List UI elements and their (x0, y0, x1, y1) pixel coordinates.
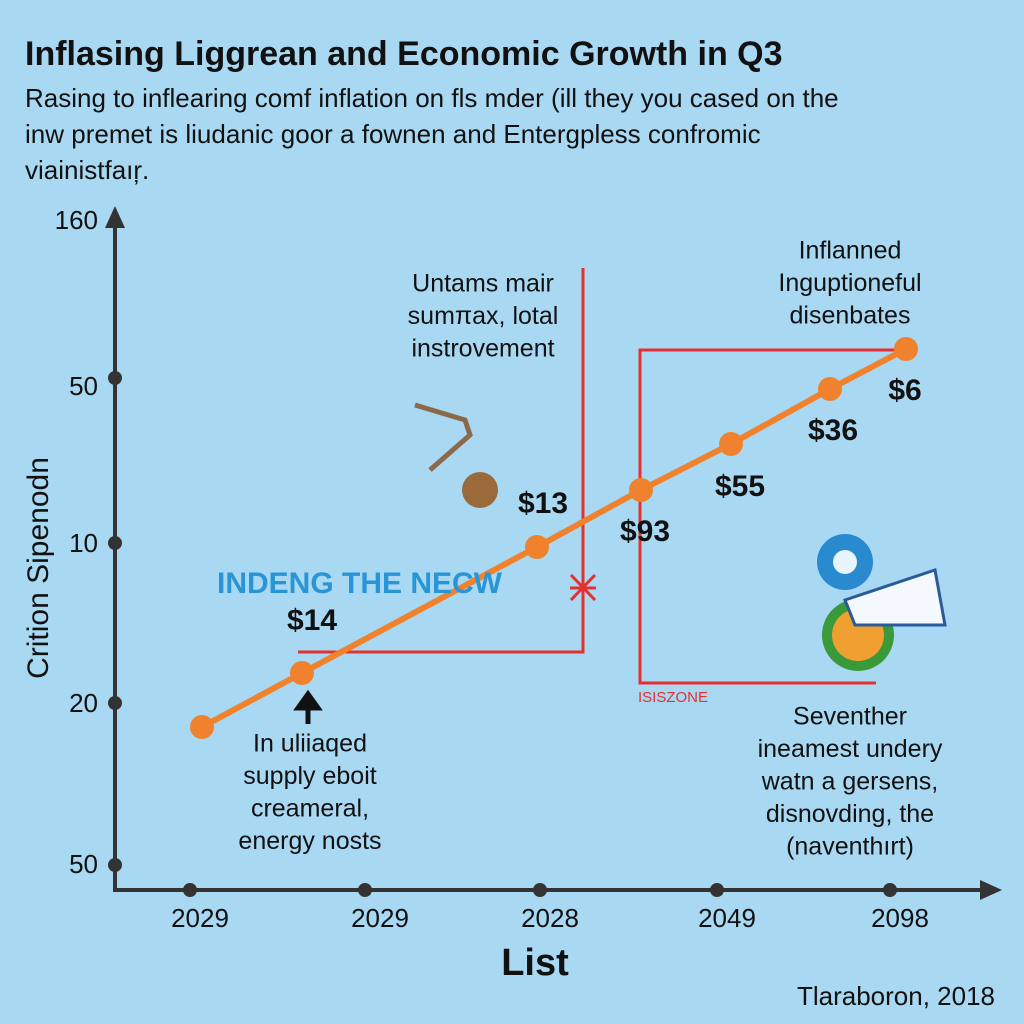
point (894, 337, 918, 361)
y-tick-dot (108, 371, 122, 385)
note-line: Seventher (793, 703, 907, 731)
y-tick-label: 20 (69, 688, 98, 718)
x-tick-dot (358, 883, 372, 897)
x-axis-label: List (501, 942, 569, 984)
subtitle-line: inw premet is liudanic goor a fownen and… (25, 119, 761, 149)
price-label: $55 (715, 470, 765, 503)
subtitle-line: viainistfaıŗ. (25, 155, 149, 185)
note-line: sumπax, lotal (408, 302, 559, 330)
x-tick-label: 2029 (171, 903, 229, 933)
point (190, 715, 214, 739)
icon-part (462, 472, 498, 508)
price-label: $93 (620, 515, 670, 548)
note-line: disenbates (790, 302, 911, 330)
price-label: $14 (287, 604, 337, 637)
note-line: disnovding, the (766, 800, 934, 828)
credit: Tlaraboron, 2018 (797, 981, 995, 1011)
note-line: creameral, (251, 795, 369, 823)
guide-mark (569, 573, 597, 602)
icon-part (414, 402, 473, 472)
icon-part (843, 568, 947, 627)
x-arrow (980, 880, 1002, 900)
zone-label: ISISZONE (638, 689, 708, 706)
subtitle-line: Rasing to inflearing comf inflation on f… (25, 83, 839, 113)
y-arrow (105, 206, 125, 228)
price-label: $13 (518, 487, 568, 520)
point (290, 661, 314, 685)
note-line: In uliiaqed (253, 730, 367, 758)
x-tick-dot (883, 883, 897, 897)
y-tick-label: 10 (69, 528, 98, 558)
price-label: $6 (888, 374, 921, 407)
x-tick-label: 2029 (351, 903, 409, 933)
y-tick-label: 50 (69, 371, 98, 401)
price-label: $36 (808, 414, 858, 447)
note-line: ineamest undery (758, 735, 943, 763)
y-tick-label: 160 (55, 205, 98, 235)
note-line: Untams mair (412, 270, 554, 298)
note-line: supply eboit (243, 762, 376, 790)
note-line: Inflanned (799, 237, 902, 265)
red-guides (298, 268, 905, 685)
note-line: watn a gersens, (761, 768, 939, 796)
note-line: (naventhırt) (786, 833, 914, 861)
title: Inflasing Liggrean and Economic Growth i… (25, 35, 783, 73)
guide-line (638, 348, 905, 685)
x-tick-dot (710, 883, 724, 897)
y-tick-dot (108, 696, 122, 710)
note-line: instrovement (411, 335, 554, 363)
x-tick-label: 2098 (871, 903, 929, 933)
x-tick-label: 2028 (521, 903, 579, 933)
money-icon (414, 402, 498, 508)
point (629, 478, 653, 502)
x-tick-label: 2049 (698, 903, 756, 933)
y-tick-dot (108, 858, 122, 872)
guide-line (298, 268, 585, 654)
x-tick-dot (183, 883, 197, 897)
note-line: Inguptioneful (778, 269, 921, 297)
y-tick-dot (108, 536, 122, 550)
trend-points (190, 337, 918, 739)
y-axis-label: Crition Sipenodn (22, 457, 55, 679)
x-tick-dot (533, 883, 547, 897)
y-tick-label: 50 (69, 849, 98, 879)
banner: INDENG THE NECW (217, 567, 503, 600)
axes (105, 206, 1002, 900)
point (818, 377, 842, 401)
icon-part (833, 550, 857, 574)
note-line: energy nosts (238, 827, 381, 855)
megaphone-icon (817, 534, 947, 671)
up-arrow (293, 689, 323, 724)
point (719, 432, 743, 456)
point (525, 535, 549, 559)
